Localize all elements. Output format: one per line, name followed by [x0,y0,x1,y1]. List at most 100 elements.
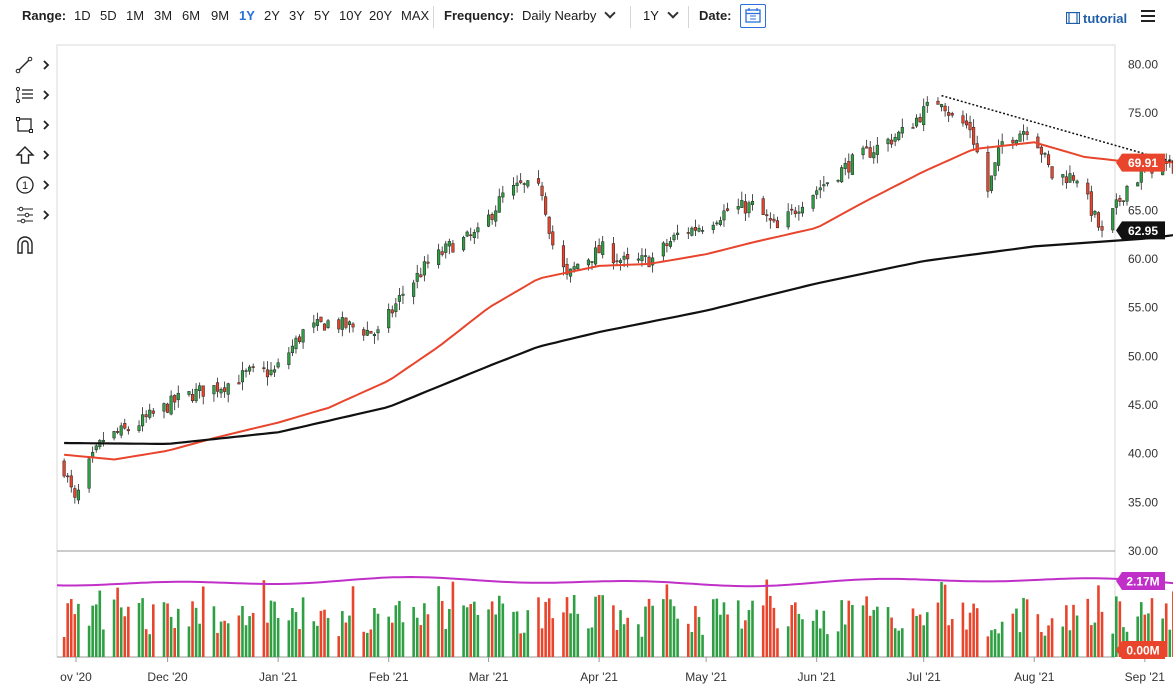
magnet-tool[interactable] [14,234,54,256]
candle-body [715,222,719,225]
range-button-10y[interactable]: 10Y [339,8,363,23]
candle [544,192,548,217]
volume-bar [323,609,326,657]
range-button-5d[interactable]: 5D [100,8,117,23]
volume-bar [672,606,676,657]
range-button-max[interactable]: MAX [401,8,430,23]
candle-body [718,220,722,225]
volume-bar [637,624,640,657]
range-button-1y[interactable]: 1Y [239,8,255,23]
period-value: 1Y [643,8,659,23]
candle [244,368,248,378]
separator [688,6,689,28]
candle-body [223,387,227,392]
candle [989,175,994,194]
volume-bar [123,616,127,657]
candle-body [915,117,919,127]
rectangle-tool[interactable] [14,114,54,136]
range-button-2y[interactable]: 2Y [264,8,280,23]
volume-bar [801,619,804,657]
volume-bar [69,599,73,657]
candle [547,216,551,240]
volume-bar [547,598,551,657]
candle [540,181,544,201]
volume-bar [451,581,455,657]
calendar-button[interactable] [740,4,766,28]
candle [1036,133,1040,149]
candle-body [1086,182,1090,195]
candle-body [815,190,819,195]
candle [1086,178,1090,200]
tutorial-link[interactable]: tutorial [1065,11,1127,26]
range-button-1m[interactable]: 1M [126,8,145,23]
volume-bar [1075,615,1079,657]
candle-body [561,245,566,268]
period-select[interactable]: 1Y [643,7,679,23]
measure-icon [17,206,33,224]
x-tick-label: Sep '21 [1125,670,1166,684]
range-button-3m[interactable]: 3M [154,8,173,23]
candle-body [939,104,944,108]
candle-body [1018,133,1022,142]
candle-body [861,147,865,156]
candle [444,240,448,259]
candle-body [347,321,352,325]
volume-bar [1011,613,1015,657]
x-tick-label: Feb '21 [369,670,409,684]
candle [515,175,519,193]
candle [736,198,740,215]
candle [843,157,847,176]
candle [647,255,651,268]
candle [269,361,273,377]
candle-body [1136,182,1140,187]
volume-bar [1139,602,1143,657]
range-button-3y[interactable]: 3Y [289,8,305,23]
candle-body [622,255,626,260]
candle-body [119,425,123,436]
range-button-9m[interactable]: 9M [211,8,230,23]
range-button-20y[interactable]: 20Y [369,8,393,23]
candle-body [219,388,223,394]
range-label: Range: [22,8,67,23]
candle [800,201,804,217]
price-tick-label: 50.00 [1128,349,1158,363]
volume-bar [437,586,440,657]
arrow-up-tool[interactable] [14,144,54,166]
candle-body [315,319,319,326]
volume-bar [1136,616,1139,657]
candle-body [1022,131,1026,135]
candle [1039,145,1043,163]
number-marker-tool[interactable]: 1 [14,174,54,196]
range-button-5y[interactable]: 5Y [314,8,330,23]
frequency-select[interactable]: Daily Nearby [522,7,617,23]
volume-bar [362,631,366,657]
candle [1111,208,1115,233]
candle-body [511,184,516,196]
candle [847,153,851,179]
volume-bar [94,604,98,657]
candle-body [843,163,847,169]
volume-label: 0.00M [1116,641,1165,659]
volume-bar [226,623,230,657]
volume-bar [390,622,394,657]
candle-body [651,257,655,266]
volume-bar [965,629,968,657]
menu-icon[interactable] [1141,10,1155,24]
volume-bar [248,616,251,657]
candle [315,312,319,331]
candle [915,114,919,128]
candle-body [1075,180,1079,184]
range-button-6m[interactable]: 6M [182,8,201,23]
volume-bar [1093,622,1097,657]
volume-bar [1086,598,1090,657]
candle-body [950,113,954,116]
volume-bar [1018,632,1022,657]
measure-tool[interactable] [14,204,54,226]
number-marker-icon: 1 [16,176,34,194]
fibonacci-tool[interactable] [14,84,54,106]
volume-bar [1168,629,1172,657]
range-button-1d[interactable]: 1D [74,8,91,23]
volume-bar [711,599,715,657]
trendline-tool[interactable] [14,54,54,76]
